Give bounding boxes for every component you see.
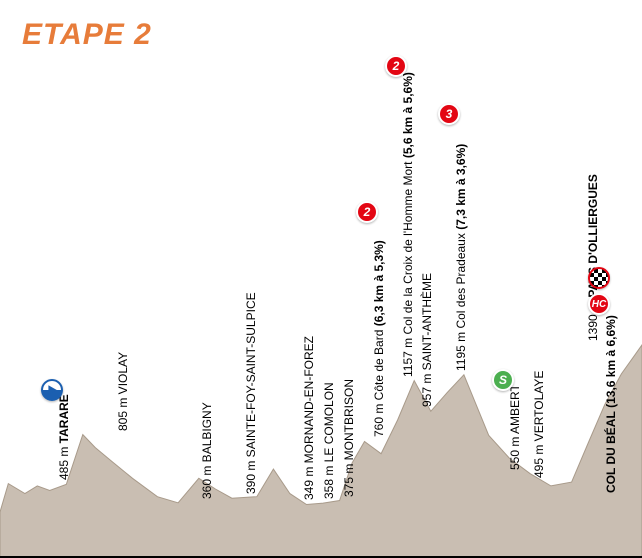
point-label: 1390 m PAYS D'OLLIERGUES [586,174,600,341]
climb-info: (6,3 km à 5,3%) [372,241,386,327]
point-name: SAINT-ANTHÈME [420,273,434,370]
point-label: 495 m VERTOLAYE [532,371,546,478]
point-label: 485 m TARARE [57,394,71,480]
point-altitude: 805 m [116,394,130,431]
point-name: SAINTE-FOY-SAINT-SULPICE [244,293,258,458]
point-altitude: 550 m [508,434,522,470]
point-altitude: 390 m [244,458,258,495]
point-name: VERTOLAYE [532,371,546,442]
cat-badge: 3 [438,103,460,125]
point-altitude: 1195 m [454,328,468,370]
point-name: MORNAND-EN-FOREZ [302,336,316,463]
point-name: TARARE [57,394,71,443]
point-altitude: 375 m [342,460,356,497]
point-label: 375 m MONTBRISON [342,378,356,496]
cat-badge: 2 [356,201,378,223]
point-label: 1157 m Col de la Croix de l'Homme Mort (… [401,72,415,377]
point-altitude: 358 m [322,462,336,499]
point-altitude: 957 m [420,371,434,408]
climb-info: (5,6 km à 5,6%) [401,72,415,158]
point-altitude: 349 m [302,464,316,501]
point-label: 390 m SAINTE-FOY-SAINT-SULPICE [244,293,258,495]
point-name: Col de la Croix de l'Homme Mort [401,161,415,334]
point-name: AMBERT [508,384,522,434]
point-label: 349 m MORNAND-EN-FOREZ [302,336,316,500]
point-altitude: 1157 m [401,334,415,376]
point-name: BALBIGNY [200,402,214,462]
point-label: 360 m BALBIGNY [200,402,214,499]
stage-title: ETAPE 2 [22,18,152,52]
point-name: MONTBRISON [342,378,356,459]
point-name: LE COMOLON [322,382,336,462]
elevation-chart: 485 m TARARE805 m VIOLAY360 m BALBIGNY39… [0,55,642,558]
hc-badge: HC [588,293,610,315]
point-label: COL DU BÉAL (13,6 km à 6,6%) [604,315,618,493]
point-name: COL DU BÉAL [604,411,618,493]
point-altitude: 360 m [200,462,214,499]
finish-badge [588,267,610,289]
point-label: 760 m Côte de Bard (6,3 km à 5,3%) [372,241,386,438]
point-altitude: 495 m [532,441,546,478]
cat-badge: 2 [385,55,407,77]
point-label: 358 m LE COMOLON [322,382,336,499]
climb-info: (13,6 km à 6,6%) [604,315,618,408]
point-name: Côte de Bard [372,330,386,401]
point-name: Col des Pradeaux [454,233,468,328]
point-label: 1195 m Col des Pradeaux (7,3 km à 3,6%) [454,144,468,371]
point-altitude: 485 m [57,443,71,480]
climb-info: (7,3 km à 3,6%) [454,144,468,230]
point-label: 550 m AMBERT [508,384,522,470]
point-altitude: 760 m [372,401,386,438]
point-name: VIOLAY [116,351,130,393]
point-label: 805 m VIOLAY [116,351,130,430]
point-label: 957 m SAINT-ANTHÈME [420,273,434,407]
